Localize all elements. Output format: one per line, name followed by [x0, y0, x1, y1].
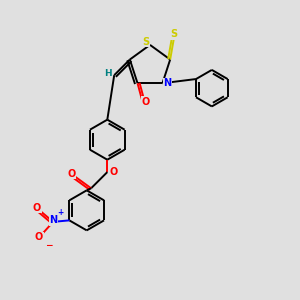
Text: −: −	[46, 241, 53, 250]
Text: S: S	[170, 29, 178, 39]
Text: N: N	[49, 215, 57, 225]
Text: +: +	[57, 208, 63, 217]
Text: O: O	[141, 97, 150, 107]
Text: O: O	[35, 232, 43, 242]
Text: N: N	[164, 78, 172, 88]
Text: O: O	[110, 167, 118, 177]
Text: H: H	[104, 69, 112, 78]
Text: O: O	[33, 203, 41, 213]
Text: S: S	[142, 37, 149, 47]
Text: O: O	[67, 169, 76, 178]
